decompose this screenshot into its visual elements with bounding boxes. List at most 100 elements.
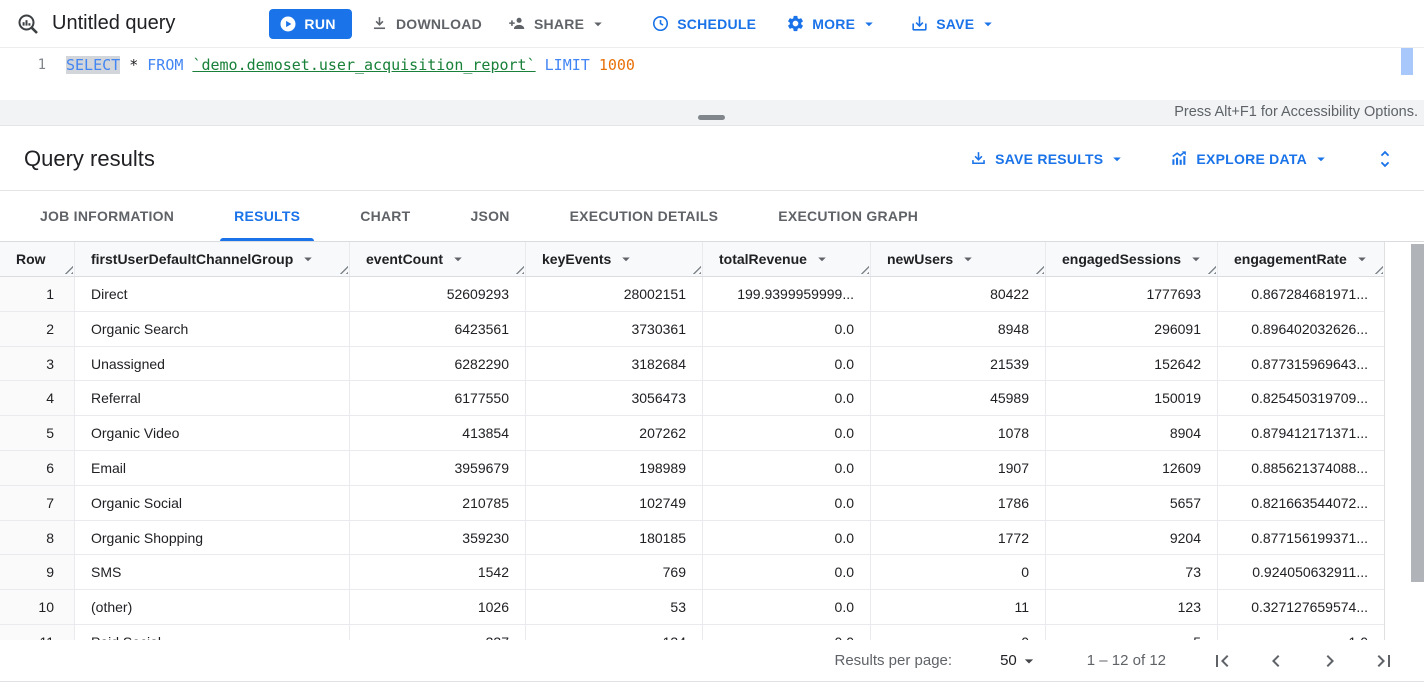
splitter-drag-handle[interactable] (698, 115, 725, 120)
run-button[interactable]: RUN (269, 8, 352, 39)
data-cell: Organic Search (75, 311, 350, 346)
data-cell: 0.879412171371... (1251, 425, 1368, 442)
column-menu-icon[interactable] (1187, 250, 1205, 268)
column-resize-grip[interactable] (338, 264, 348, 274)
run-label: RUN (304, 15, 336, 32)
column-menu-icon[interactable] (813, 250, 831, 268)
table-row: 10 (other) 1026 53 0.0 11 123 0.327127659574... (0, 590, 1384, 625)
data-cell: Email (75, 450, 350, 485)
column-resize-grip[interactable] (63, 264, 73, 274)
column-label: totalRevenue (719, 251, 807, 267)
column-header-keyevents[interactable]: keyEvents (526, 242, 703, 276)
column-header-firstuserdefaultchannelgroup[interactable]: firstUserDefaultChannelGroup (75, 242, 350, 276)
column-header-totalrevenue[interactable]: totalRevenue (703, 242, 871, 276)
data-cell: 134 (526, 624, 703, 640)
chevron-right-icon (1326, 654, 1334, 667)
tab-execution-details[interactable]: EXECUTION DETAILS (569, 208, 719, 224)
data-cell: Organic Shopping (75, 520, 350, 555)
results-tabs-bar: JOB INFORMATION RESULTS CHART JSON EXECUTION… (0, 190, 1424, 242)
first-page-button[interactable] (1210, 649, 1234, 673)
editor-scrollbar-thumb[interactable] (1401, 48, 1413, 75)
schedule-button[interactable]: SCHEDULE (651, 6, 756, 42)
column-menu-icon[interactable] (617, 250, 635, 268)
column-header-engagedsessions[interactable]: engagedSessions (1046, 242, 1218, 276)
tab-chart[interactable]: CHART (360, 208, 411, 224)
table-row: 7 Organic Social 210785 102749 0.0 1786 5657 0.… (0, 485, 1384, 521)
column-menu-icon[interactable] (1353, 250, 1371, 268)
data-cell: 207262 (526, 416, 703, 450)
data-cell: 123 (1046, 590, 1218, 624)
column-resize-grip[interactable] (514, 264, 524, 274)
data-cell: 296091 (1046, 311, 1218, 346)
table-scrollbar-thumb[interactable] (1411, 244, 1424, 582)
column-header-row[interactable]: Row (0, 242, 75, 276)
column-resize-grip[interactable] (1034, 264, 1044, 274)
query-title[interactable]: Untitled query (52, 12, 176, 34)
column-header-newusers[interactable]: newUsers (871, 242, 1046, 276)
pagination-bar: Results per page: 50 1 – 12 of 12 (0, 640, 1424, 682)
collapse-expand-button[interactable] (1374, 148, 1396, 170)
person-add-icon (509, 17, 525, 30)
column-resize-grip[interactable] (859, 264, 869, 274)
table-body: 1 Direct 52609293 28002151 199.9399959999...… (0, 277, 1384, 640)
tab-job-information[interactable]: JOB INFORMATION (40, 208, 175, 224)
table-row: 5 Organic Video 413854 207262 0.0 1078 8904 0.8… (0, 416, 1384, 451)
column-label: engagementRate (1234, 251, 1347, 267)
data-cell: 6423561 (350, 311, 526, 346)
data-cell: 769 (526, 555, 703, 590)
data-cell: 359230 (350, 520, 526, 555)
explore-data-button[interactable]: EXPLORE DATA (1170, 141, 1330, 177)
data-cell: 0.825450319709... (1251, 390, 1368, 407)
previous-page-button[interactable] (1264, 649, 1288, 673)
data-cell: (other) (75, 590, 350, 624)
save-button[interactable]: SAVE (910, 6, 997, 42)
share-button[interactable]: SHARE (508, 6, 607, 42)
more-button[interactable]: MORE (786, 6, 878, 42)
data-cell: 5 (1046, 624, 1218, 640)
column-resize-grip[interactable] (1206, 264, 1216, 274)
data-cell: 21539 (871, 346, 1046, 381)
sql-table-reference[interactable]: `demo.demoset.user_acquisition_report` (192, 56, 536, 74)
column-menu-icon[interactable] (959, 250, 977, 268)
tab-results[interactable]: RESULTS (220, 191, 315, 241)
next-page-button[interactable] (1318, 649, 1342, 673)
data-cell: SMS (75, 555, 350, 590)
row-number-cell: 7 (0, 485, 75, 520)
data-cell: Direct (75, 277, 350, 311)
data-cell: 0.867284681971... (1251, 286, 1368, 302)
column-menu-icon[interactable] (299, 250, 317, 268)
page-size-select[interactable]: 50 (1000, 651, 1039, 671)
chevron-down-icon (1024, 658, 1033, 663)
chevron-left-icon (1272, 654, 1280, 667)
save-icon (912, 16, 927, 31)
tab-json[interactable]: JSON (470, 208, 510, 224)
data-cell: 1026 (350, 590, 526, 624)
last-page-button[interactable] (1372, 649, 1396, 673)
column-menu-icon[interactable] (449, 250, 467, 268)
save-results-button[interactable]: SAVE RESULTS (969, 141, 1126, 177)
sql-editor[interactable]: 1 SELECT * FROM `demo.demoset.user_acqui… (0, 48, 1424, 100)
data-cell: 3056473 (526, 381, 703, 416)
column-resize-grip[interactable] (1373, 264, 1383, 274)
data-cell: 73 (1046, 555, 1218, 590)
data-cell: 0.0 (703, 381, 871, 416)
row-number-cell: 1 (0, 277, 75, 311)
download-button[interactable]: DOWNLOAD (370, 6, 482, 42)
data-cell: 152642 (1046, 346, 1218, 381)
data-cell: 0.0 (703, 416, 871, 450)
column-header-eventcount[interactable]: eventCount (350, 242, 526, 276)
tab-execution-graph[interactable]: EXECUTION GRAPH (778, 208, 919, 224)
results-title: Query results (24, 145, 155, 171)
row-number-cell: 11 (0, 624, 75, 640)
row-number-cell: 2 (0, 311, 75, 346)
data-cell: 0.0 (703, 555, 871, 590)
column-header-engagementrate[interactable]: engagementRate (1218, 242, 1384, 276)
row-number-cell: 5 (0, 416, 75, 450)
clock-icon (653, 15, 669, 32)
column-label: newUsers (887, 251, 954, 267)
data-cell: 80422 (871, 277, 1046, 311)
data-cell: 210785 (350, 485, 526, 520)
column-resize-grip[interactable] (691, 264, 701, 274)
splitter-strip: Press Alt+F1 for Accessibility Options. (0, 100, 1424, 126)
sql-star: * (129, 56, 139, 74)
